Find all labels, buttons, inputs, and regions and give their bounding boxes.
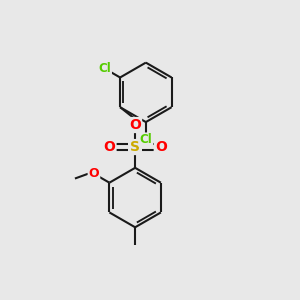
- Text: Cl: Cl: [98, 62, 111, 75]
- Text: O: O: [129, 118, 141, 132]
- Text: O: O: [88, 167, 99, 180]
- Text: O: O: [155, 140, 167, 154]
- Text: S: S: [130, 140, 140, 154]
- Text: Cl: Cl: [140, 134, 152, 146]
- Text: O: O: [103, 140, 116, 154]
